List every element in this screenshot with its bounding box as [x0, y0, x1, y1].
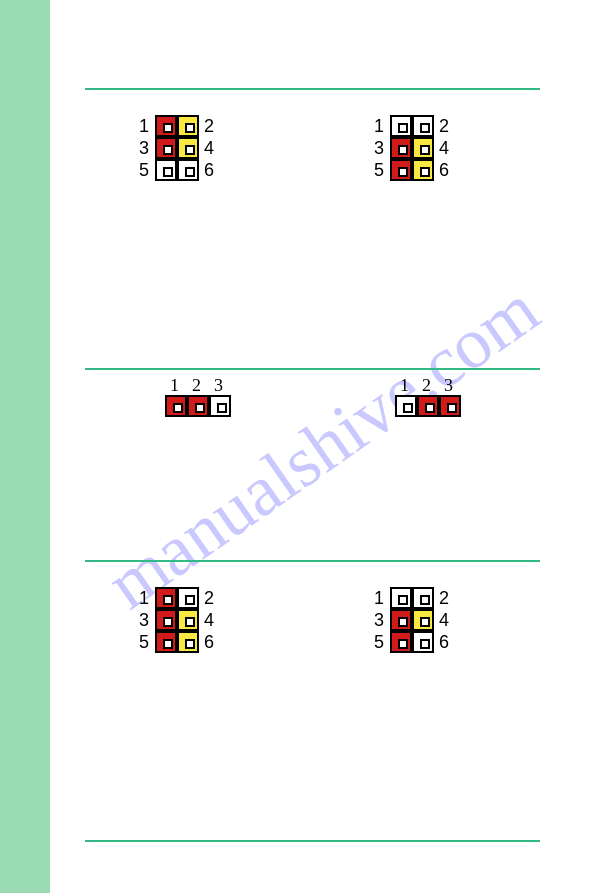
dip-cell	[412, 631, 434, 653]
sidebar-stripe	[0, 0, 50, 893]
dip-cell	[177, 115, 199, 137]
dip-label: 2	[439, 116, 449, 137]
dip-cell	[155, 115, 177, 137]
dip-cell	[155, 631, 177, 653]
dip-cell-hole	[163, 595, 173, 605]
dip-label: 4	[439, 138, 449, 159]
dip-cell-hole	[173, 403, 183, 413]
dip-label: 6	[204, 160, 214, 181]
dip-cell-hole	[420, 639, 430, 649]
dip-cell	[412, 115, 434, 137]
dip-cell-hole	[163, 167, 173, 177]
dip-cell-hole	[217, 403, 227, 413]
dip-cell	[390, 137, 412, 159]
dip-cell-hole	[420, 617, 430, 627]
dip-cell	[155, 159, 177, 181]
dip-label: 1	[170, 375, 179, 396]
dip-cell	[187, 395, 209, 417]
section-rule	[85, 840, 540, 842]
dip-label: 2	[422, 375, 431, 396]
dip-label: 6	[204, 632, 214, 653]
dip-label: 2	[204, 116, 214, 137]
dip-label: 4	[204, 610, 214, 631]
dip-cell	[439, 395, 461, 417]
dip-cell	[155, 609, 177, 631]
dip-label: 3	[139, 138, 149, 159]
dip-cell	[177, 137, 199, 159]
dip-cell-hole	[420, 145, 430, 155]
section-rule	[85, 560, 540, 562]
dip-cell-hole	[163, 123, 173, 133]
dip-label: 2	[204, 588, 214, 609]
section-rule	[85, 368, 540, 370]
dip-cell-hole	[195, 403, 205, 413]
dip-cell-hole	[403, 403, 413, 413]
dip-cell-hole	[163, 145, 173, 155]
dip-cell-hole	[163, 617, 173, 627]
dip-cell	[390, 609, 412, 631]
dip-cell-hole	[185, 123, 195, 133]
dip-cell	[390, 115, 412, 137]
dip-cell-hole	[420, 123, 430, 133]
dip-label: 4	[439, 610, 449, 631]
dip-cell	[412, 609, 434, 631]
dip-label: 4	[204, 138, 214, 159]
dip-cell-hole	[185, 145, 195, 155]
dip-label: 6	[439, 160, 449, 181]
dip-label: 3	[214, 375, 223, 396]
dip-label: 3	[374, 138, 384, 159]
dip-label: 1	[139, 588, 149, 609]
dip-cell	[165, 395, 187, 417]
dip-label: 1	[374, 116, 384, 137]
dip-cell-hole	[398, 123, 408, 133]
dip-cell-hole	[398, 167, 408, 177]
dip-cell-hole	[425, 403, 435, 413]
dip-label: 5	[139, 160, 149, 181]
dip-cell	[390, 159, 412, 181]
watermark-text: manualshive.com	[92, 267, 554, 625]
dip-label: 5	[374, 160, 384, 181]
dip-cell	[209, 395, 231, 417]
page-content: manualshive.com 123456123456123123123456…	[50, 0, 595, 893]
dip-cell-hole	[185, 595, 195, 605]
section-rule	[85, 88, 540, 90]
dip-label: 1	[400, 375, 409, 396]
dip-cell	[177, 587, 199, 609]
dip-cell	[177, 159, 199, 181]
dip-cell	[412, 587, 434, 609]
dip-cell	[417, 395, 439, 417]
dip-cell-hole	[398, 639, 408, 649]
dip-label: 5	[374, 632, 384, 653]
dip-cell	[155, 137, 177, 159]
dip-cell-hole	[185, 167, 195, 177]
dip-cell-hole	[447, 403, 457, 413]
dip-cell	[177, 609, 199, 631]
dip-cell-hole	[185, 639, 195, 649]
dip-cell-hole	[398, 617, 408, 627]
dip-label: 3	[139, 610, 149, 631]
dip-cell	[412, 137, 434, 159]
dip-label: 2	[439, 588, 449, 609]
dip-cell-hole	[398, 595, 408, 605]
dip-label: 2	[192, 375, 201, 396]
dip-label: 5	[139, 632, 149, 653]
dip-cell	[155, 587, 177, 609]
dip-label: 3	[444, 375, 453, 396]
dip-cell-hole	[163, 639, 173, 649]
dip-cell	[177, 631, 199, 653]
dip-cell	[390, 587, 412, 609]
dip-cell-hole	[398, 145, 408, 155]
dip-label: 1	[374, 588, 384, 609]
dip-cell-hole	[420, 167, 430, 177]
dip-cell	[395, 395, 417, 417]
dip-label: 3	[374, 610, 384, 631]
dip-cell-hole	[420, 595, 430, 605]
dip-cell-hole	[185, 617, 195, 627]
dip-label: 1	[139, 116, 149, 137]
dip-label: 6	[439, 632, 449, 653]
dip-cell	[412, 159, 434, 181]
dip-cell	[390, 631, 412, 653]
